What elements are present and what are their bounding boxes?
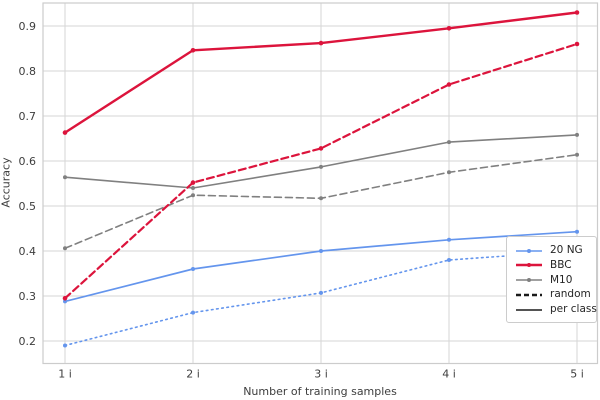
y-axis-label: Accuracy [0,157,13,208]
legend-line-sample [516,308,542,311]
series-marker [62,130,68,135]
legend-item: random [514,288,591,301]
series-marker [447,170,451,175]
x-tick-label: 4 i [442,368,456,381]
legend-marker-dot [527,248,531,253]
series-marker [191,310,195,315]
series-marker [575,132,579,137]
legend-line-sample [516,278,542,282]
series-marker [574,41,580,47]
y-tick-label: 0.3 [19,290,37,303]
plot-frame [42,2,599,365]
series-marker [575,152,579,157]
series-marker [319,249,323,253]
y-tick-label: 0.6 [19,155,37,168]
series-marker [318,146,324,151]
series-marker [447,140,451,145]
legend-label: M10 [550,273,573,286]
series-marker [447,258,451,262]
series-marker [447,237,451,242]
series-marker [319,164,323,169]
series-marker [191,193,195,198]
series-marker [318,40,324,46]
series-marker [575,229,579,234]
series-marker [190,180,196,185]
y-tick-label: 0.7 [19,110,37,123]
y-tick-label: 0.9 [19,20,37,33]
series-marker [63,246,67,251]
series-marker [190,48,196,53]
legend-item: 20 NG [514,244,589,257]
series-marker [446,26,452,31]
series-marker [574,10,580,15]
legend-label: BBC [550,258,572,271]
y-tick-label: 0.8 [19,65,37,78]
legend-item: M10 [514,274,589,287]
legend-line-sample [516,263,542,268]
legend-line-sample [516,248,542,253]
x-tick-label: 2 i [186,368,200,381]
x-axis-label: Number of training samples [243,385,397,398]
legend-line-sample [516,293,542,297]
series-marker [63,175,67,180]
legend: 20 NG BBC M10 random per class [506,236,597,323]
legend-item: per class [514,303,597,316]
y-tick-label: 0.4 [19,245,37,258]
series-marker [63,299,67,304]
series-marker [191,186,195,190]
legend-item: BBC [514,259,589,272]
series-marker [319,196,323,201]
y-tick-label: 0.2 [19,335,37,348]
legend-label: random [550,288,591,301]
x-tick-label: 1 i [58,368,72,381]
legend-marker-dot [527,278,531,282]
legend-label: 20 NG [550,244,583,256]
series-marker [319,290,323,295]
legend-label: per class [550,303,597,315]
series-marker [191,267,195,271]
series-marker [446,82,452,87]
series-marker [63,343,67,348]
x-tick-label: 3 i [314,368,328,381]
x-tick-label: 5 i [570,368,584,381]
series-marker [62,296,68,301]
y-tick-label: 0.5 [19,200,37,213]
legend-marker-dot [527,263,531,268]
